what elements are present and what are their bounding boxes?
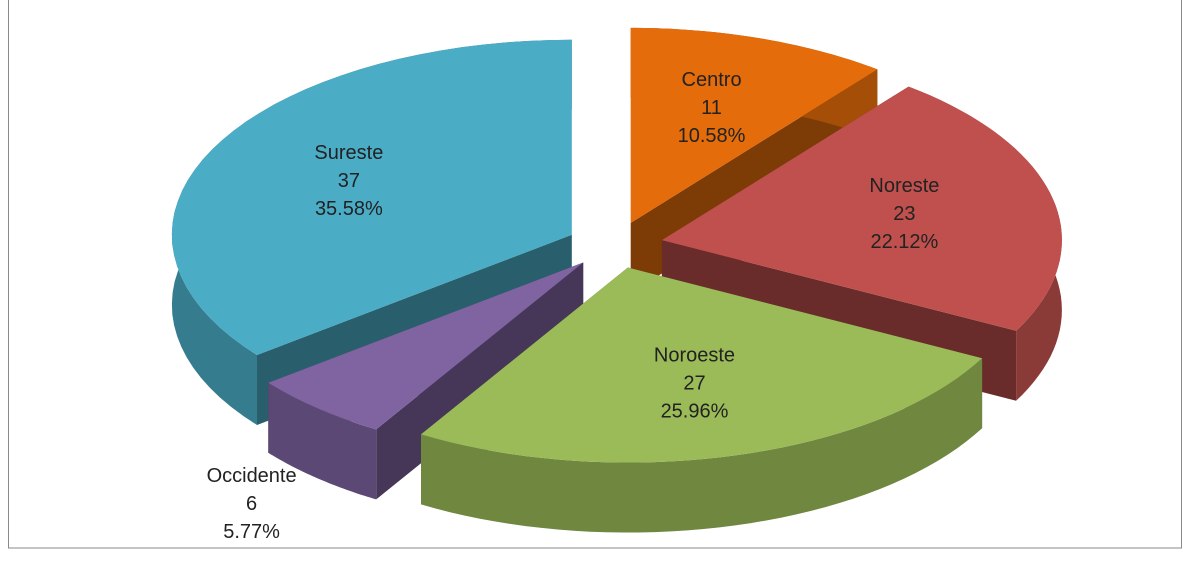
data-label: 11: [701, 97, 722, 119]
slice-top: [630, 27, 878, 223]
slice-top: [661, 86, 1062, 331]
data-label: 35.58%: [315, 198, 383, 220]
data-label: Noreste: [869, 175, 939, 197]
data-label: Noroeste: [654, 344, 735, 366]
data-label: Centro: [682, 69, 742, 91]
slice-wall: [421, 358, 983, 533]
data-label: 27: [683, 372, 705, 394]
data-label: 23: [893, 203, 915, 225]
slice-top: [268, 262, 584, 430]
slice-wall: [268, 382, 377, 500]
data-label: Occidente: [207, 465, 297, 487]
data-label: 6: [246, 493, 257, 515]
data-label: 25.96%: [661, 400, 729, 422]
slice-top: [171, 39, 572, 356]
slice-top: [421, 267, 983, 463]
slice: [421, 267, 983, 533]
data-label: 10.58%: [678, 125, 746, 147]
data-label: 37: [338, 170, 360, 192]
data-label: Sureste: [314, 142, 383, 164]
data-label: 22.12%: [870, 231, 938, 253]
data-label: 5.77%: [223, 521, 280, 543]
